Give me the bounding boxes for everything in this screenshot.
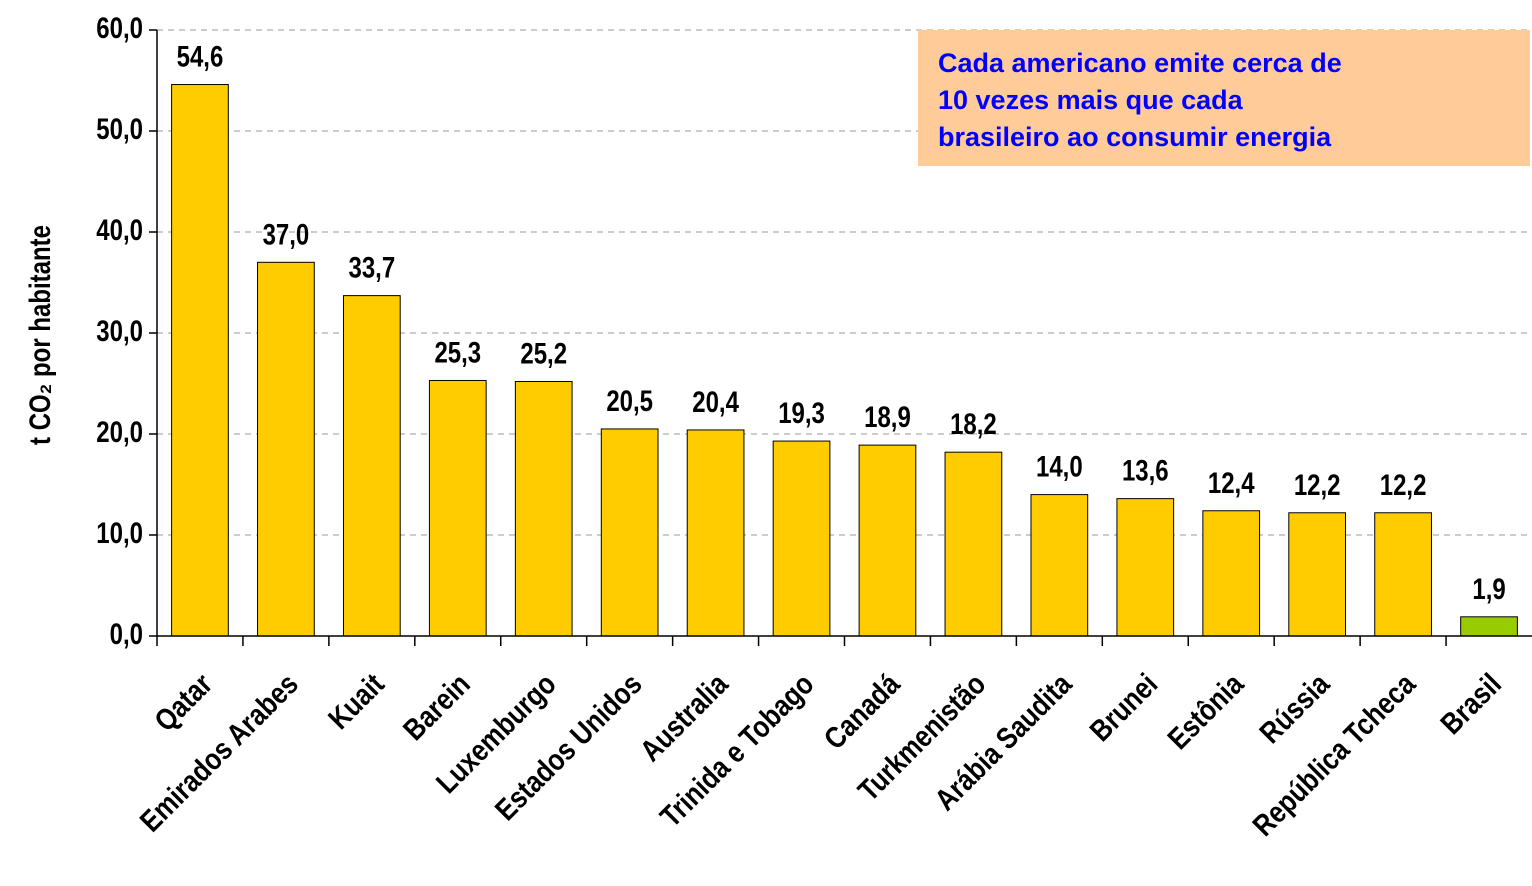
x-tick-label: Barein [397, 667, 477, 747]
bar [514, 380, 573, 637]
bar [1202, 510, 1261, 637]
value-label: 13,6 [1122, 453, 1169, 487]
value-label: 33,7 [348, 250, 395, 284]
bar [772, 440, 831, 637]
annotation-box [918, 30, 1530, 166]
x-tick-label: Brasil [1434, 667, 1508, 741]
bar [858, 444, 917, 637]
x-tick-label: Estônia [1161, 667, 1250, 756]
value-label: 19,3 [778, 395, 825, 429]
y-tick-label: 50,0 [96, 111, 143, 145]
bar [944, 451, 1003, 637]
annotation-text: 10 vezes mais que cada [938, 85, 1244, 115]
x-tick-label: Estados Unidos [488, 667, 648, 827]
x-tick-label: Kuait [322, 667, 391, 736]
y-tick-label: 40,0 [96, 212, 143, 246]
bar [1460, 616, 1518, 637]
value-label: 25,2 [520, 336, 567, 370]
bar [1116, 498, 1175, 637]
y-tick-label: 30,0 [96, 313, 143, 347]
y-axis-label: t CO₂ por habitante [22, 225, 56, 445]
value-label: 12,2 [1294, 467, 1341, 501]
bar [686, 429, 745, 637]
bar [342, 295, 401, 637]
bar [600, 428, 659, 637]
value-label: 37,0 [263, 217, 310, 251]
value-label: 18,9 [864, 400, 911, 434]
value-label: 18,2 [950, 407, 997, 441]
y-tick-label: 60,0 [96, 10, 143, 44]
value-label: 54,6 [177, 39, 224, 73]
x-tick-label: Rússia [1253, 667, 1336, 750]
value-label: 1,9 [1472, 571, 1505, 605]
bar [1374, 512, 1432, 637]
value-label: 12,2 [1380, 467, 1427, 501]
value-label: 12,4 [1208, 465, 1255, 499]
y-tick-label: 20,0 [96, 414, 143, 448]
x-tick-label: Trinida e Tobago [654, 667, 820, 833]
bar [257, 261, 315, 637]
x-tick-label: Emirados Arabes [133, 667, 304, 838]
value-label: 20,4 [692, 384, 739, 418]
bar [1288, 512, 1347, 637]
y-tick-label: 0,0 [110, 616, 143, 650]
bar [428, 379, 487, 637]
value-label: 14,0 [1036, 449, 1083, 483]
value-label: 20,5 [606, 383, 653, 417]
value-label: 25,3 [434, 335, 481, 369]
x-tick-label: República Tcheca [1246, 667, 1422, 843]
y-tick-label: 10,0 [96, 515, 143, 549]
bar [171, 84, 229, 637]
annotation-text: brasileiro ao consumir energia [938, 122, 1332, 152]
x-tick-label: Brunei [1083, 667, 1164, 748]
annotation-text: Cada americano emite cerca de [938, 48, 1342, 78]
x-tick-label: Qatar [148, 667, 219, 738]
bar [1030, 494, 1089, 637]
